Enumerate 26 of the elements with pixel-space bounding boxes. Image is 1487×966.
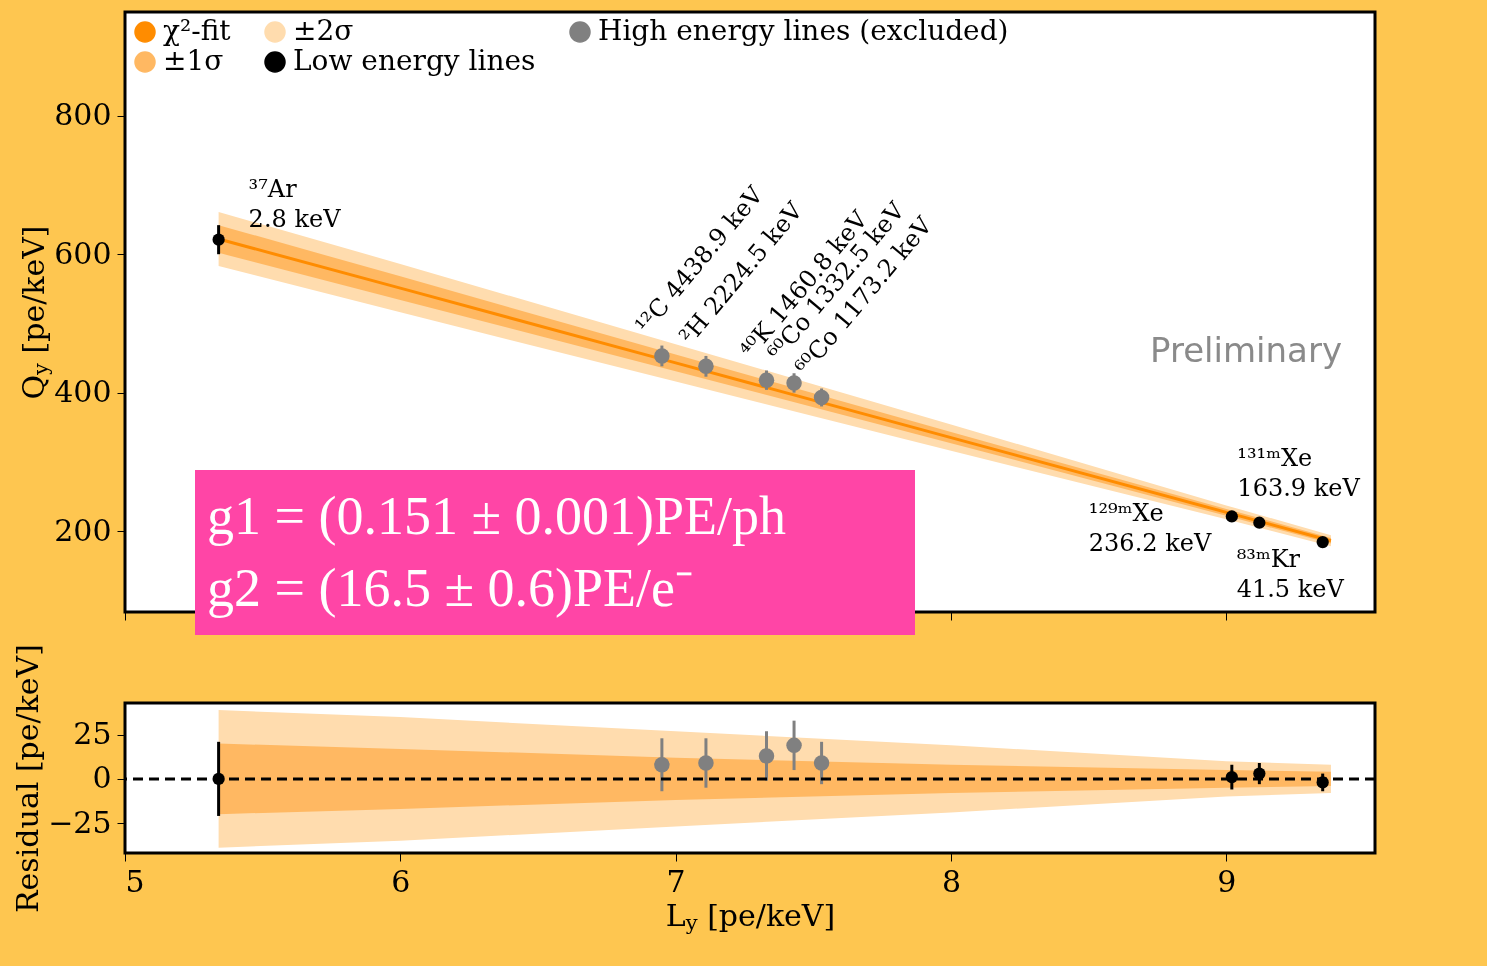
annotation: ³⁷Ar 2.8 keV [248, 174, 342, 233]
x-tick-label: 8 [941, 863, 962, 899]
annotation: Preliminary [1150, 330, 1342, 370]
y-axis-title: Residual [pe/keV] [10, 644, 46, 913]
annotation: ⁸³ᵐKr 41.5 keV [1236, 545, 1345, 604]
y-tick-label: 600 [54, 235, 112, 271]
legend-label: Low energy lines [293, 44, 536, 77]
y-tick-label: 25 [73, 716, 112, 752]
formula-box: g1 = (0.151 ± 0.001)PE/ph g2 = (16.5 ± 0.6)PE/e⁻ [195, 470, 915, 635]
y-tick-label: 800 [54, 97, 112, 133]
annotation: ¹³¹ᵐXe 163.9 keV [1237, 443, 1361, 502]
annotation: g2 = (16.5 ± 0.6)PE/e⁻ [207, 557, 695, 620]
legend-label: High energy lines (excluded) [598, 14, 1009, 47]
y-tick-label: −25 [48, 804, 112, 840]
legend-label: ±2σ [293, 14, 354, 47]
annotation: g1 = (0.151 ± 0.001)PE/ph [207, 485, 788, 548]
y-tick-label: 0 [92, 760, 112, 796]
y-tick-label: 200 [54, 512, 112, 548]
x-tick-label: 7 [666, 863, 686, 899]
y-tick-label: 400 [54, 374, 112, 410]
legend-label: χ²-fit [163, 14, 232, 47]
x-tick-label: 5 [125, 863, 145, 899]
annotation: ¹²⁹ᵐXe 236.2 keV [1088, 499, 1212, 558]
x-axis-title: L$_{y}$ [pe/keV] [665, 897, 836, 935]
x-tick-label: 9 [1217, 863, 1237, 899]
x-tick-label: 6 [391, 863, 411, 899]
